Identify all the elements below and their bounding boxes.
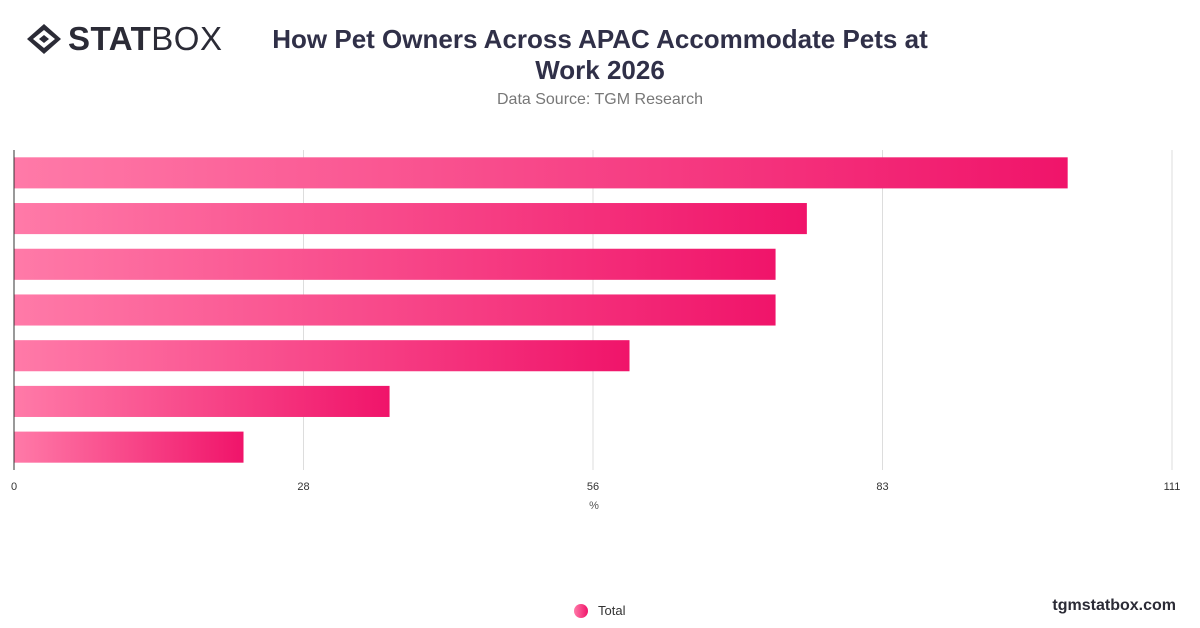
chart-title: How Pet Owners Across APAC Accommodate P… — [250, 24, 950, 86]
x-tick-label: 83 — [876, 481, 888, 493]
x-tick-label: 111 — [1164, 481, 1181, 493]
x-tick-label: 0 — [11, 481, 17, 493]
bar[interactable] — [14, 294, 776, 326]
logo-text-light: BOX — [151, 20, 223, 57]
legend-marker — [574, 603, 588, 618]
bar[interactable] — [14, 157, 1068, 189]
x-tick-label: 28 — [297, 481, 309, 493]
logo-text: STATBOX — [68, 22, 222, 55]
legend[interactable]: Total — [574, 603, 625, 618]
chart-title-line2: Work 2026 — [535, 55, 665, 85]
legend-label-total: Total — [598, 603, 626, 618]
logo-text-bold: STAT — [68, 20, 152, 57]
footer-site: tgmstatbox.com — [1052, 597, 1176, 614]
chart-title-line1: How Pet Owners Across APAC Accommodate P… — [272, 24, 928, 54]
bar[interactable] — [14, 385, 390, 417]
bar[interactable] — [14, 203, 807, 235]
diamond-logo-icon — [27, 23, 61, 54]
x-tick-label: 56 — [587, 481, 599, 493]
bar[interactable] — [14, 431, 244, 463]
x-axis-label: % — [589, 500, 599, 512]
chart-subtitle: Data Source: TGM Research — [496, 91, 703, 108]
bar[interactable] — [14, 340, 630, 372]
bar[interactable] — [14, 248, 776, 280]
statbox-logo: STATBOX — [26, 22, 222, 55]
